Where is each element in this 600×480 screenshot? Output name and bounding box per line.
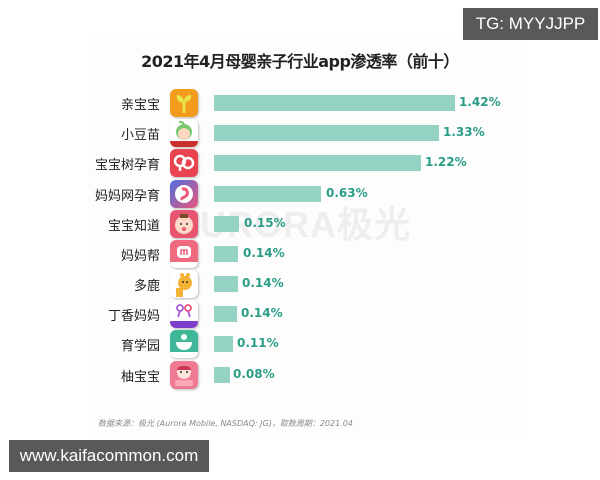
value-label: 0.14%	[241, 306, 283, 320]
category-label: 宝宝树孕育	[94, 158, 160, 173]
bar	[214, 336, 233, 352]
category-label: 亲宝宝	[120, 98, 160, 113]
bar	[214, 125, 439, 141]
category-label: 宝宝知道	[107, 219, 160, 234]
data-source-note: 数据来源：极光 (Aurora Mobile, NASDAQ: JG)，取数周期…	[98, 419, 353, 428]
bar-row: 妈妈网孕育 0.63%	[0, 180, 600, 208]
mamabang-app-icon	[170, 240, 198, 268]
value-label: 0.14%	[242, 276, 284, 290]
bar	[214, 155, 421, 171]
category-label: 妈妈网孕育	[94, 189, 160, 204]
bar-row: 宝宝树孕育 1.22%	[0, 149, 600, 177]
bar	[214, 216, 239, 232]
category-label: 育学园	[120, 339, 160, 354]
category-label: 丁香妈妈	[107, 309, 160, 324]
value-label: 1.22%	[425, 155, 467, 169]
bar-row: 宝宝知道 0.15%	[0, 210, 600, 238]
bar	[214, 246, 238, 262]
xiaodoumiao-app-icon	[170, 119, 198, 147]
baobaozhidao-app-icon	[170, 210, 198, 238]
bar-row: 小豆苗 1.33%	[0, 119, 600, 147]
bar-row: 丁香妈妈 0.14%	[0, 300, 600, 328]
value-label: 0.08%	[233, 367, 275, 381]
category-label: 小豆苗	[120, 128, 160, 143]
mamanet-app-icon	[170, 180, 198, 208]
bar	[214, 186, 321, 202]
value-label: 0.11%	[237, 336, 279, 350]
value-label: 1.42%	[459, 95, 501, 109]
youbaobao-app-icon	[170, 361, 198, 389]
value-label: 1.33%	[443, 125, 485, 139]
bar	[214, 306, 237, 322]
site-watermark-badge: www.kaifacommon.com	[9, 440, 209, 472]
value-label: 0.14%	[243, 246, 285, 260]
category-label: 多鹿	[133, 279, 160, 294]
bar	[214, 367, 230, 383]
bar-row: 柚宝宝 0.08%	[0, 361, 600, 389]
bar-row: 育学园 0.11%	[0, 330, 600, 358]
bar-row: 多鹿 0.14%	[0, 270, 600, 298]
dingxiangmama-app-icon	[170, 300, 198, 328]
category-label: 妈妈帮	[120, 249, 160, 264]
chart-title: 2021年4月母婴亲子行业app渗透率（前十）	[141, 52, 459, 71]
value-label: 0.63%	[326, 186, 368, 200]
bar	[214, 276, 238, 292]
bar	[214, 95, 455, 111]
value-label: 0.15%	[244, 216, 286, 230]
qinbaobao-app-icon	[170, 89, 198, 117]
bar-row: 亲宝宝 1.42%	[0, 89, 600, 117]
bar-row: 妈妈帮 0.14%	[0, 240, 600, 268]
duolu-giraffe-app-icon	[170, 270, 198, 298]
tg-watermark-badge: TG: MYYJJPP	[463, 8, 598, 40]
yuxueyuan-app-icon	[170, 330, 198, 358]
category-label: 柚宝宝	[120, 370, 160, 385]
babytree-app-icon	[170, 149, 198, 177]
